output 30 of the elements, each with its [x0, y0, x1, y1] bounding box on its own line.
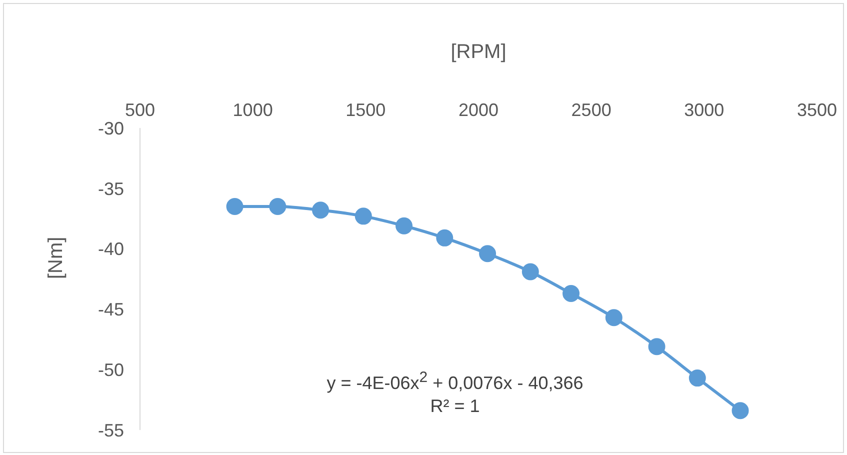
point [605, 309, 622, 326]
annotation: R² = 1 [429, 395, 481, 418]
point [354, 208, 372, 225]
point [226, 198, 244, 216]
x-tick-label: 2500 [571, 100, 612, 120]
x-axis-title: [RPM] [450, 41, 506, 64]
x-tick-label: 3000 [684, 100, 724, 120]
point [269, 198, 286, 216]
x-tick-label: 1000 [232, 100, 273, 120]
y-tick-label: -40 [98, 239, 124, 260]
point [312, 202, 330, 219]
x-tick-label: 500 [124, 100, 156, 120]
point [562, 284, 580, 302]
point [479, 245, 496, 262]
point [648, 338, 666, 356]
y-tick-label: -35 [98, 178, 124, 199]
point [522, 263, 539, 280]
x-tick-label: 1500 [346, 100, 386, 120]
y-tick-label: -45 [98, 300, 124, 320]
point [436, 229, 454, 246]
y-tick-label: -30 [98, 118, 124, 138]
annotation: y = -4E-06x$^{2}$ + 0,0076x - 40,366 [326, 368, 584, 395]
x-tick-label: 3500 [796, 100, 838, 120]
point [732, 402, 749, 420]
point [396, 217, 413, 234]
x-tick-label: 2000 [458, 100, 499, 120]
y-tick-label: -55 [98, 420, 124, 440]
y-axis-title: [Nm] [45, 236, 68, 279]
point [688, 370, 706, 387]
y-tick-label: -50 [98, 360, 124, 380]
